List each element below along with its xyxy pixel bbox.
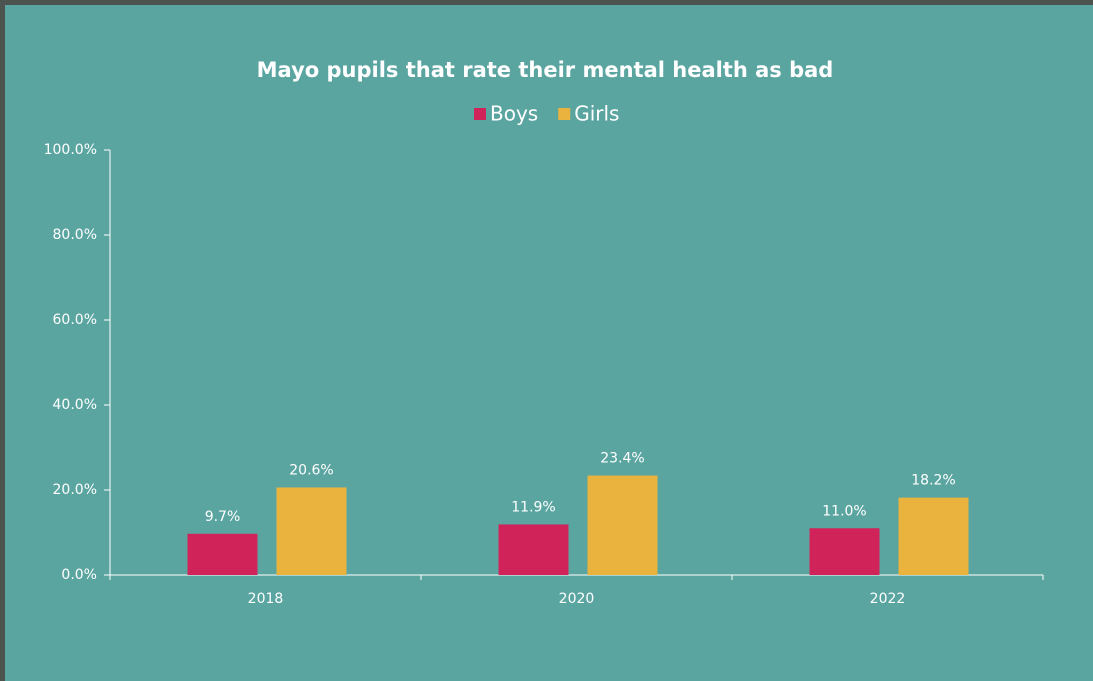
x-tick-label: 2020 [559, 591, 595, 607]
y-tick-label: 20.0% [53, 482, 97, 498]
value-label: 23.4% [600, 451, 644, 467]
value-label: 18.2% [911, 473, 955, 489]
chart-title: Mayo pupils that rate their mental healt… [257, 58, 834, 82]
bar [898, 497, 969, 575]
value-label: 9.7% [205, 509, 241, 525]
value-label: 11.9% [511, 499, 555, 515]
y-tick-label: 0.0% [61, 567, 97, 583]
bar [809, 528, 880, 575]
legend-label: Girls [574, 102, 619, 126]
y-tick-label: 80.0% [53, 227, 97, 243]
legend-swatch [558, 108, 571, 120]
legend-swatch [474, 108, 486, 120]
bar [187, 533, 258, 575]
value-label: 20.6% [289, 462, 333, 478]
y-tick-label: 100.0% [44, 142, 97, 158]
chart-area [5, 5, 1093, 681]
x-tick-label: 2018 [248, 591, 284, 607]
legend: Boys Girls [474, 102, 619, 126]
y-tick-label: 60.0% [53, 312, 97, 328]
bar [498, 524, 569, 575]
value-label: 11.0% [822, 503, 866, 519]
bar [276, 487, 347, 575]
y-tick-label: 40.0% [53, 397, 97, 413]
x-tick-label: 2022 [870, 591, 906, 607]
legend-label: Boys [490, 102, 538, 126]
bar [587, 475, 658, 575]
